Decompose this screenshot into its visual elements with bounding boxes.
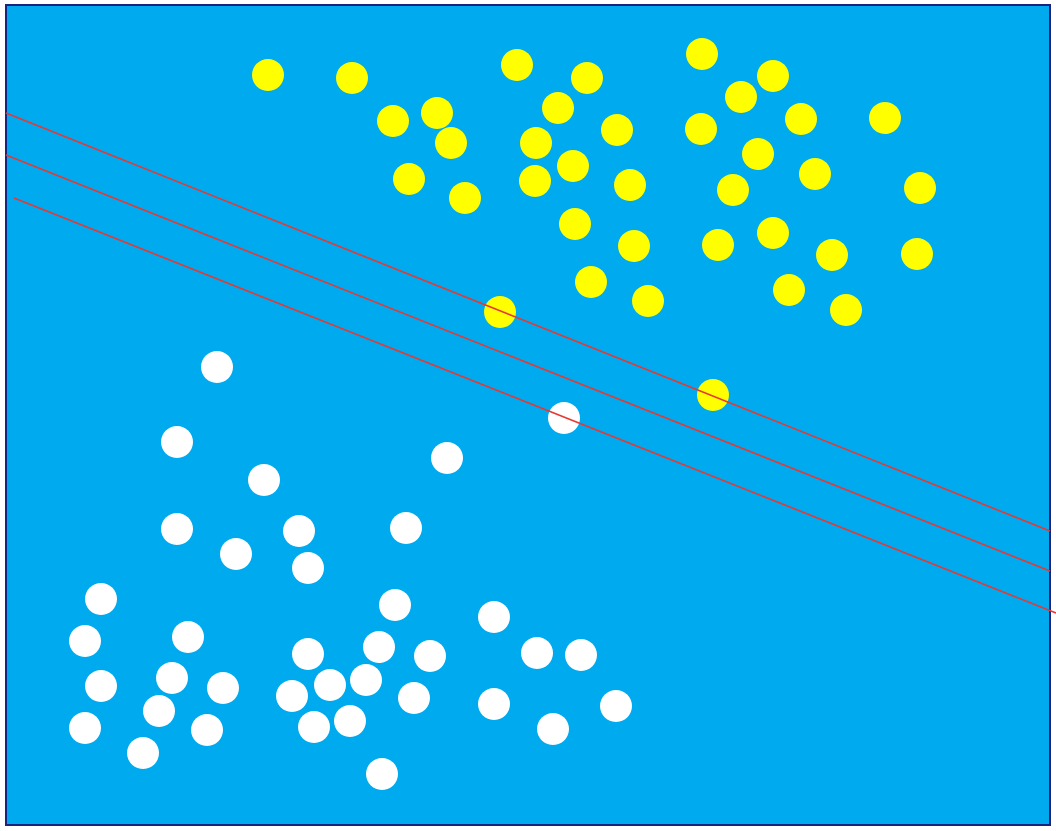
yellow-point-16 <box>869 102 901 134</box>
white-point-27 <box>398 682 430 714</box>
yellow-point-5 <box>686 38 718 70</box>
white-point-33 <box>298 711 330 743</box>
yellow-point-13 <box>601 114 633 146</box>
yellow-point-23 <box>717 174 749 206</box>
white-point-20 <box>565 639 597 671</box>
yellow-point-15 <box>785 103 817 135</box>
white-point-29 <box>600 690 632 722</box>
yellow-point-36 <box>484 296 516 328</box>
yellow-point-27 <box>618 230 650 262</box>
white-point-3 <box>161 426 193 458</box>
yellow-point-7 <box>725 81 757 113</box>
white-point-17 <box>292 638 324 670</box>
yellow-point-18 <box>449 182 481 214</box>
white-point-34 <box>334 705 366 737</box>
white-point-18 <box>414 640 446 672</box>
yellow-point-10 <box>435 127 467 159</box>
white-point-23 <box>207 672 239 704</box>
yellow-point-21 <box>614 169 646 201</box>
white-point-10 <box>292 552 324 584</box>
yellow-point-24 <box>799 158 831 190</box>
yellow-point-34 <box>773 274 805 306</box>
white-point-24 <box>314 669 346 701</box>
white-point-6 <box>161 513 193 545</box>
yellow-point-9 <box>421 97 453 129</box>
white-point-4 <box>431 442 463 474</box>
yellow-point-29 <box>757 217 789 249</box>
white-point-22 <box>156 662 188 694</box>
yellow-point-31 <box>901 238 933 270</box>
yellow-point-25 <box>904 172 936 204</box>
white-point-21 <box>85 670 117 702</box>
white-point-36 <box>127 737 159 769</box>
white-point-15 <box>172 621 204 653</box>
yellow-point-6 <box>757 60 789 92</box>
yellow-point-22 <box>742 138 774 170</box>
white-point-16 <box>363 631 395 663</box>
yellow-point-14 <box>685 113 717 145</box>
yellow-point-3 <box>501 49 533 81</box>
white-point-32 <box>191 714 223 746</box>
yellow-point-28 <box>702 229 734 261</box>
yellow-point-12 <box>520 127 552 159</box>
white-point-1 <box>201 351 233 383</box>
yellow-point-33 <box>632 285 664 317</box>
decision-boundary-line <box>5 154 1051 572</box>
white-point-2 <box>548 402 580 434</box>
yellow-point-26 <box>559 208 591 240</box>
white-point-9 <box>220 538 252 570</box>
separating-lines <box>5 112 1056 614</box>
white-point-31 <box>143 695 175 727</box>
white-point-25 <box>350 664 382 696</box>
white-point-37 <box>366 758 398 790</box>
yellow-point-2 <box>336 62 368 94</box>
yellow-point-30 <box>816 239 848 271</box>
white-point-14 <box>69 625 101 657</box>
margin-upper-line <box>5 112 1051 532</box>
yellow-point-4 <box>571 62 603 94</box>
white-point-11 <box>85 583 117 615</box>
white-point-5 <box>248 464 280 496</box>
yellow-point-17 <box>393 163 425 195</box>
yellow-point-11 <box>542 92 574 124</box>
yellow-point-35 <box>830 294 862 326</box>
yellow-point-37 <box>697 379 729 411</box>
yellow-point-8 <box>377 105 409 137</box>
white-point-8 <box>390 512 422 544</box>
yellow-point-19 <box>519 165 551 197</box>
yellow-point-1 <box>252 59 284 91</box>
white-point-28 <box>478 688 510 720</box>
white-point-7 <box>283 515 315 547</box>
yellow-point-32 <box>575 266 607 298</box>
white-point-30 <box>69 712 101 744</box>
white-point-26 <box>276 680 308 712</box>
data-points <box>69 38 936 790</box>
white-point-19 <box>521 637 553 669</box>
white-point-13 <box>478 601 510 633</box>
white-point-12 <box>379 589 411 621</box>
margin-lower-line <box>13 197 1056 614</box>
white-point-35 <box>537 713 569 745</box>
yellow-point-20 <box>557 150 589 182</box>
